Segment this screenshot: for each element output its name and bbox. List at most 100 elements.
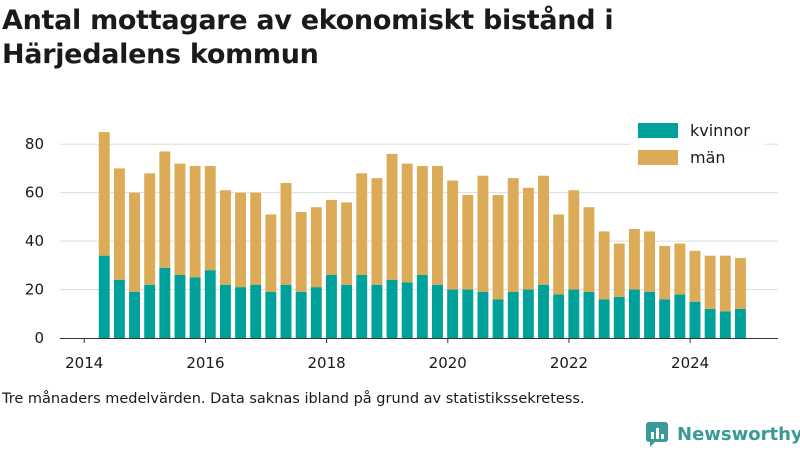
bar-kvinnor	[356, 275, 368, 338]
bar-man	[98, 132, 110, 256]
bar-kvinnor	[628, 289, 640, 338]
bar-man	[174, 163, 186, 276]
bar-man	[280, 182, 292, 285]
bar-man	[492, 195, 504, 300]
bar-man	[598, 231, 610, 300]
bar-man	[628, 229, 640, 290]
legend-swatch-man	[638, 150, 678, 165]
bar-kvinnor	[219, 284, 231, 338]
bar-kvinnor	[189, 277, 201, 338]
bar-man	[386, 153, 398, 280]
bar-man	[447, 180, 459, 290]
bar-man	[371, 178, 383, 285]
x-tick-label: 2024	[671, 354, 709, 372]
bar-man	[341, 202, 353, 285]
chart-title: Antal mottagare av ekonomiskt bistånd i …	[2, 5, 614, 70]
y-tick-label: 60	[25, 184, 44, 202]
bar-kvinnor	[477, 291, 489, 338]
bar-man	[356, 173, 368, 276]
bar-kvinnor	[250, 284, 262, 338]
brand-logo: Newsworthy	[645, 421, 800, 447]
bar-kvinnor	[295, 291, 307, 338]
bar-man	[189, 166, 201, 278]
bar-kvinnor	[659, 299, 671, 338]
chart-caption: Tre månaders medelvärden. Data saknas ib…	[2, 391, 585, 407]
bar-kvinnor	[144, 284, 156, 338]
bar-kvinnor	[583, 291, 595, 338]
bar-kvinnor	[416, 275, 428, 338]
bar-man	[568, 190, 580, 290]
bar-man	[325, 199, 337, 276]
bar-man	[295, 212, 307, 292]
bar-kvinnor	[719, 311, 731, 338]
bar-man	[704, 255, 716, 309]
bar-man	[462, 195, 474, 290]
bar-man	[250, 192, 262, 285]
bar-man	[538, 175, 549, 285]
legend-swatch-kvinnor	[638, 123, 678, 138]
bar-kvinnor	[522, 289, 534, 338]
bar-man	[644, 231, 656, 292]
bar-man	[522, 187, 534, 290]
bar-kvinnor	[568, 289, 580, 338]
bar-man	[310, 207, 322, 288]
bar-man	[477, 175, 489, 292]
bar-man	[401, 163, 413, 283]
bar-man	[689, 250, 701, 302]
bar-man	[734, 258, 746, 309]
bar-kvinnor	[447, 289, 459, 338]
bar-kvinnor	[492, 299, 504, 338]
bar-kvinnor	[462, 289, 474, 338]
y-tick-label: 20	[25, 281, 44, 299]
bar-kvinnor	[613, 296, 625, 338]
bar-kvinnor	[507, 291, 519, 338]
bar-kvinnor	[265, 291, 277, 338]
bar-kvinnor	[538, 284, 549, 338]
bar-man	[235, 192, 247, 288]
bar-kvinnor	[174, 275, 186, 338]
legend-label-kvinnor: kvinnor	[690, 121, 750, 140]
bar-kvinnor	[401, 282, 413, 338]
bar-kvinnor	[371, 284, 383, 338]
bar-kvinnor	[704, 308, 716, 338]
bar-man	[416, 166, 428, 276]
bar-kvinnor	[432, 284, 443, 338]
bar-kvinnor	[644, 291, 656, 338]
x-tick-label: 2016	[186, 354, 224, 372]
bar-kvinnor	[113, 279, 125, 338]
x-tick-label: 2020	[429, 354, 467, 372]
bar-kvinnor	[734, 308, 746, 338]
y-tick-label: 80	[25, 135, 44, 153]
bar-kvinnor	[235, 287, 247, 338]
bar-kvinnor	[159, 267, 171, 338]
y-tick-label: 40	[25, 232, 44, 250]
bar-kvinnor	[98, 255, 110, 338]
legend: kvinnor män	[630, 117, 765, 171]
bar-man	[507, 178, 519, 292]
bar-man	[674, 243, 686, 295]
bar-kvinnor	[280, 284, 292, 338]
bar-man	[219, 190, 231, 285]
bar-man	[159, 151, 171, 268]
bar-man	[659, 245, 671, 300]
bar-man	[553, 214, 565, 295]
bar-kvinnor	[598, 299, 610, 338]
bar-man	[129, 192, 140, 292]
bar-kvinnor	[204, 270, 216, 338]
legend-label-man: män	[690, 148, 726, 167]
bar-man	[113, 168, 125, 280]
bar-chart-logo-icon	[646, 422, 668, 447]
bar-kvinnor	[386, 279, 398, 338]
bar-man	[144, 173, 156, 285]
bar-kvinnor	[674, 294, 686, 338]
bar-kvinnor	[310, 287, 322, 338]
bar-kvinnor	[689, 301, 701, 338]
bar-man	[583, 207, 595, 292]
brand-name: Newsworthy	[677, 423, 800, 445]
bar-man	[265, 214, 277, 292]
x-tick-label: 2014	[65, 354, 103, 372]
bar-man	[204, 166, 216, 271]
x-tick-label: 2018	[308, 354, 346, 372]
bar-man	[719, 255, 731, 312]
axes: 0 20 40 60 80 2014 2016 2018 2020 2022 2024	[25, 135, 778, 372]
